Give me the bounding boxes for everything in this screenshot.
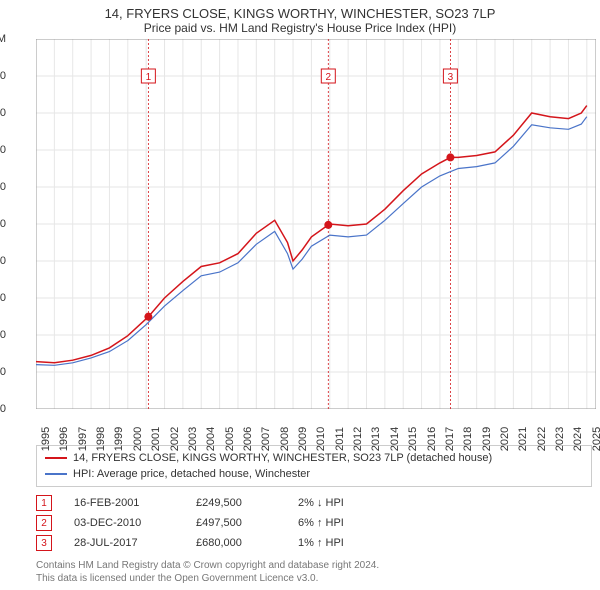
y-tick-label: £400,000 <box>0 255 6 267</box>
plot-svg: 1 2 3 <box>36 39 596 409</box>
svg-text:2: 2 <box>326 72 332 83</box>
transaction-row: 3 28-JUL-2017 £680,000 1% ↑ HPI <box>36 533 592 553</box>
transaction-marker: 3 <box>36 535 52 551</box>
transaction-price: £680,000 <box>196 537 276 549</box>
x-tick-label: 2008 <box>279 427 291 451</box>
attribution: Contains HM Land Registry data © Crown c… <box>36 559 592 585</box>
legend-label: HPI: Average price, detached house, Winc… <box>73 466 310 482</box>
y-tick-label: £700,000 <box>0 144 6 156</box>
x-tick-label: 2020 <box>499 427 511 451</box>
x-tick-label: 2014 <box>389 427 401 451</box>
x-tick-label: 2025 <box>591 427 600 451</box>
x-tick-label: 2010 <box>315 427 327 451</box>
legend-item: 14, FRYERS CLOSE, KINGS WORTHY, WINCHEST… <box>45 450 583 466</box>
x-tick-label: 2009 <box>297 427 309 451</box>
transaction-date: 28-JUL-2017 <box>74 537 174 549</box>
x-tick-label: 2021 <box>517 427 529 451</box>
x-tick-label: 2004 <box>205 427 217 451</box>
y-tick-label: £300,000 <box>0 292 6 304</box>
x-tick-label: 2012 <box>352 427 364 451</box>
legend-label: 14, FRYERS CLOSE, KINGS WORTHY, WINCHEST… <box>73 450 492 466</box>
transaction-marker: 2 <box>36 515 52 531</box>
transaction-delta: 1% ↑ HPI <box>298 537 344 549</box>
y-tick-label: £500,000 <box>0 218 6 230</box>
legend-swatch <box>45 473 67 475</box>
x-tick-label: 1996 <box>58 427 70 451</box>
transaction-delta: 2% ↓ HPI <box>298 497 344 509</box>
x-tick-label: 2017 <box>444 427 456 451</box>
transaction-price: £249,500 <box>196 497 276 509</box>
x-tick-label: 2018 <box>462 427 474 451</box>
y-tick-label: £600,000 <box>0 181 6 193</box>
x-tick-label: 2003 <box>187 427 199 451</box>
plot-area: £0£100,000£200,000£300,000£400,000£500,0… <box>36 39 596 409</box>
x-tick-label: 2011 <box>334 427 346 451</box>
x-tick-label: 2016 <box>426 427 438 451</box>
transaction-delta: 6% ↑ HPI <box>298 517 344 529</box>
transaction-price: £497,500 <box>196 517 276 529</box>
x-tick-label: 2019 <box>481 427 493 451</box>
y-tick-label: £800,000 <box>0 107 6 119</box>
x-tick-label: 2006 <box>242 427 254 451</box>
chart-container: 14, FRYERS CLOSE, KINGS WORTHY, WINCHEST… <box>0 0 600 590</box>
chart-subtitle: Price paid vs. HM Land Registry's House … <box>8 21 592 35</box>
x-tick-label: 2024 <box>572 427 584 451</box>
x-tick-label: 2002 <box>169 427 181 451</box>
legend: 14, FRYERS CLOSE, KINGS WORTHY, WINCHEST… <box>36 445 592 487</box>
attribution-line: Contains HM Land Registry data © Crown c… <box>36 559 592 572</box>
y-tick-label: £900,000 <box>0 70 6 82</box>
transactions-table: 1 16-FEB-2001 £249,500 2% ↓ HPI 2 03-DEC-2010… <box>36 493 592 553</box>
x-tick-label: 2005 <box>224 427 236 451</box>
transaction-date: 16-FEB-2001 <box>74 497 174 509</box>
legend-item: HPI: Average price, detached house, Winc… <box>45 466 583 482</box>
transaction-row: 1 16-FEB-2001 £249,500 2% ↓ HPI <box>36 493 592 513</box>
x-tick-label: 2015 <box>407 427 419 451</box>
svg-text:3: 3 <box>448 72 454 83</box>
transaction-row: 2 03-DEC-2010 £497,500 6% ↑ HPI <box>36 513 592 533</box>
chart-title: 14, FRYERS CLOSE, KINGS WORTHY, WINCHEST… <box>8 6 592 21</box>
legend-swatch <box>45 457 67 459</box>
x-tick-label: 1999 <box>113 427 125 451</box>
svg-text:1: 1 <box>146 72 152 83</box>
x-tick-label: 2013 <box>370 427 382 451</box>
y-tick-label: £200,000 <box>0 329 6 341</box>
y-tick-label: £1M <box>0 33 6 45</box>
x-tick-label: 1995 <box>40 427 52 451</box>
transaction-marker: 1 <box>36 495 52 511</box>
attribution-line: This data is licensed under the Open Gov… <box>36 572 592 585</box>
x-tick-label: 2007 <box>260 427 272 451</box>
x-tick-label: 2000 <box>132 427 144 451</box>
y-tick-label: £0 <box>0 403 6 415</box>
x-tick-label: 2001 <box>150 427 162 451</box>
x-tick-label: 1997 <box>77 427 89 451</box>
transaction-date: 03-DEC-2010 <box>74 517 174 529</box>
y-tick-label: £100,000 <box>0 366 6 378</box>
x-tick-label: 2022 <box>536 427 548 451</box>
x-tick-label: 1998 <box>95 427 107 451</box>
x-tick-label: 2023 <box>554 427 566 451</box>
